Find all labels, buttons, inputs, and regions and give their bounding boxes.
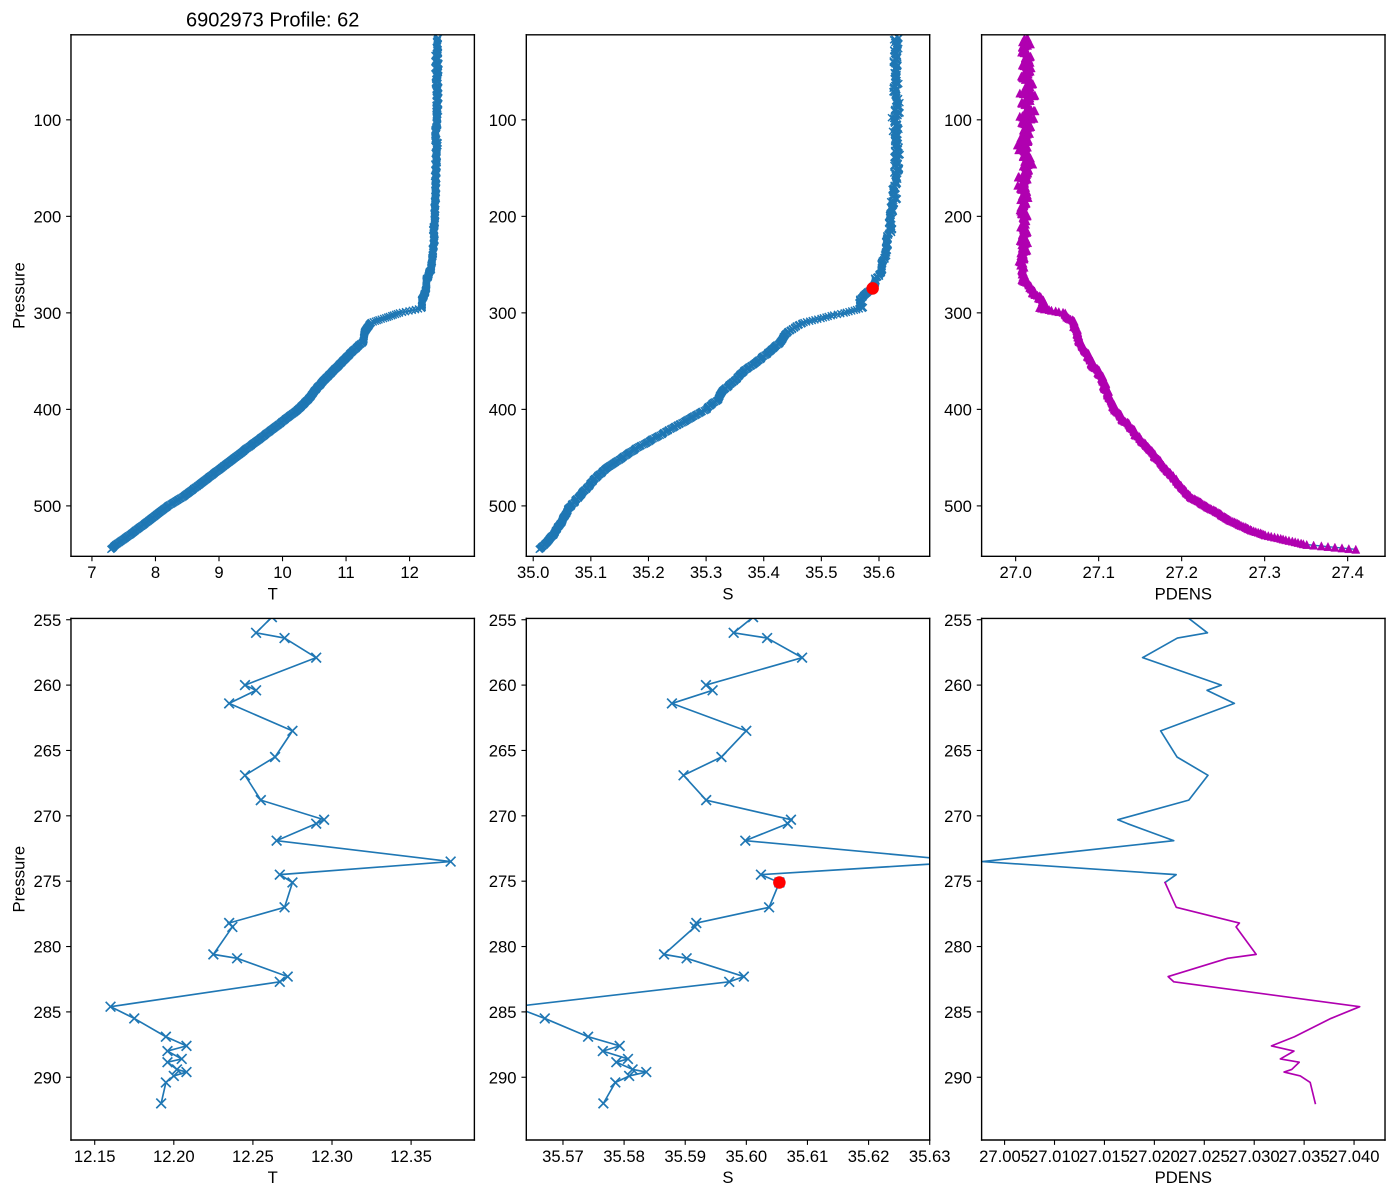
svg-text:35.1: 35.1 bbox=[575, 563, 607, 582]
svg-text:12: 12 bbox=[400, 563, 419, 582]
svg-text:100: 100 bbox=[944, 111, 972, 130]
svg-text:6902973 Profile: 62: 6902973 Profile: 62 bbox=[186, 9, 359, 31]
svg-text:500: 500 bbox=[489, 497, 517, 516]
svg-text:PDENS: PDENS bbox=[1155, 584, 1212, 603]
svg-text:200: 200 bbox=[489, 207, 517, 226]
svg-text:500: 500 bbox=[33, 497, 61, 516]
svg-text:S: S bbox=[722, 584, 733, 603]
svg-text:27.010: 27.010 bbox=[1029, 1147, 1080, 1166]
svg-text:270: 270 bbox=[489, 807, 517, 826]
svg-text:Pressure: Pressure bbox=[9, 262, 28, 329]
svg-text:35.4: 35.4 bbox=[748, 563, 780, 582]
svg-text:260: 260 bbox=[944, 676, 972, 695]
svg-text:12.35: 12.35 bbox=[390, 1147, 432, 1166]
svg-text:27.020: 27.020 bbox=[1129, 1147, 1180, 1166]
svg-text:27.030: 27.030 bbox=[1229, 1147, 1280, 1166]
svg-text:290: 290 bbox=[489, 1068, 517, 1087]
svg-text:290: 290 bbox=[33, 1068, 61, 1087]
svg-text:285: 285 bbox=[33, 1003, 61, 1022]
svg-text:265: 265 bbox=[944, 741, 972, 760]
svg-text:10: 10 bbox=[273, 563, 292, 582]
svg-text:S: S bbox=[722, 1168, 733, 1187]
svg-text:255: 255 bbox=[944, 611, 972, 630]
svg-text:300: 300 bbox=[489, 304, 517, 323]
svg-text:12.30: 12.30 bbox=[311, 1147, 353, 1166]
svg-text:27.040: 27.040 bbox=[1329, 1147, 1380, 1166]
svg-text:35.62: 35.62 bbox=[848, 1147, 890, 1166]
svg-text:200: 200 bbox=[33, 207, 61, 226]
svg-text:27.0: 27.0 bbox=[999, 563, 1031, 582]
svg-text:265: 265 bbox=[33, 741, 61, 760]
svg-text:35.3: 35.3 bbox=[690, 563, 722, 582]
svg-text:260: 260 bbox=[489, 676, 517, 695]
svg-text:27.4: 27.4 bbox=[1331, 563, 1363, 582]
svg-text:300: 300 bbox=[944, 304, 972, 323]
svg-text:280: 280 bbox=[944, 938, 972, 957]
svg-text:400: 400 bbox=[33, 400, 61, 419]
svg-text:PDENS: PDENS bbox=[1155, 1168, 1212, 1187]
svg-text:27.3: 27.3 bbox=[1248, 563, 1280, 582]
svg-text:500: 500 bbox=[944, 497, 972, 516]
svg-text:Pressure: Pressure bbox=[9, 846, 28, 913]
svg-text:35.61: 35.61 bbox=[787, 1147, 829, 1166]
svg-text:275: 275 bbox=[33, 872, 61, 891]
svg-text:T: T bbox=[268, 584, 278, 603]
svg-text:280: 280 bbox=[489, 938, 517, 957]
svg-text:27.025: 27.025 bbox=[1179, 1147, 1230, 1166]
svg-text:11: 11 bbox=[337, 563, 354, 582]
svg-text:285: 285 bbox=[489, 1003, 517, 1022]
svg-text:9: 9 bbox=[214, 563, 223, 582]
svg-text:7: 7 bbox=[87, 563, 96, 582]
svg-text:275: 275 bbox=[489, 872, 517, 891]
svg-text:8: 8 bbox=[151, 563, 160, 582]
svg-text:255: 255 bbox=[33, 611, 61, 630]
svg-text:265: 265 bbox=[489, 741, 517, 760]
svg-text:35.2: 35.2 bbox=[632, 563, 664, 582]
svg-text:270: 270 bbox=[944, 807, 972, 826]
svg-text:35.58: 35.58 bbox=[603, 1147, 645, 1166]
svg-text:280: 280 bbox=[33, 938, 61, 957]
svg-text:27.005: 27.005 bbox=[979, 1147, 1030, 1166]
svg-text:35.0: 35.0 bbox=[517, 563, 549, 582]
svg-text:35.59: 35.59 bbox=[664, 1147, 706, 1166]
svg-text:12.20: 12.20 bbox=[153, 1147, 195, 1166]
svg-text:27.2: 27.2 bbox=[1165, 563, 1197, 582]
svg-text:100: 100 bbox=[489, 111, 517, 130]
svg-text:285: 285 bbox=[944, 1003, 972, 1022]
svg-text:260: 260 bbox=[33, 676, 61, 695]
svg-text:35.57: 35.57 bbox=[542, 1147, 584, 1166]
svg-text:12.25: 12.25 bbox=[232, 1147, 274, 1166]
svg-text:35.6: 35.6 bbox=[863, 563, 895, 582]
svg-text:35.5: 35.5 bbox=[805, 563, 837, 582]
svg-text:35.63: 35.63 bbox=[909, 1147, 951, 1166]
svg-text:400: 400 bbox=[489, 400, 517, 419]
svg-text:27.035: 27.035 bbox=[1279, 1147, 1330, 1166]
svg-text:270: 270 bbox=[33, 807, 61, 826]
svg-text:100: 100 bbox=[33, 111, 61, 130]
svg-text:290: 290 bbox=[944, 1068, 972, 1087]
svg-text:200: 200 bbox=[944, 207, 972, 226]
svg-text:255: 255 bbox=[489, 611, 517, 630]
svg-text:400: 400 bbox=[944, 400, 972, 419]
svg-text:275: 275 bbox=[944, 872, 972, 891]
svg-text:300: 300 bbox=[33, 304, 61, 323]
svg-text:12.15: 12.15 bbox=[74, 1147, 116, 1166]
svg-text:27.015: 27.015 bbox=[1079, 1147, 1130, 1166]
svg-text:T: T bbox=[268, 1168, 278, 1187]
svg-text:35.60: 35.60 bbox=[725, 1147, 767, 1166]
svg-text:27.1: 27.1 bbox=[1082, 563, 1114, 582]
